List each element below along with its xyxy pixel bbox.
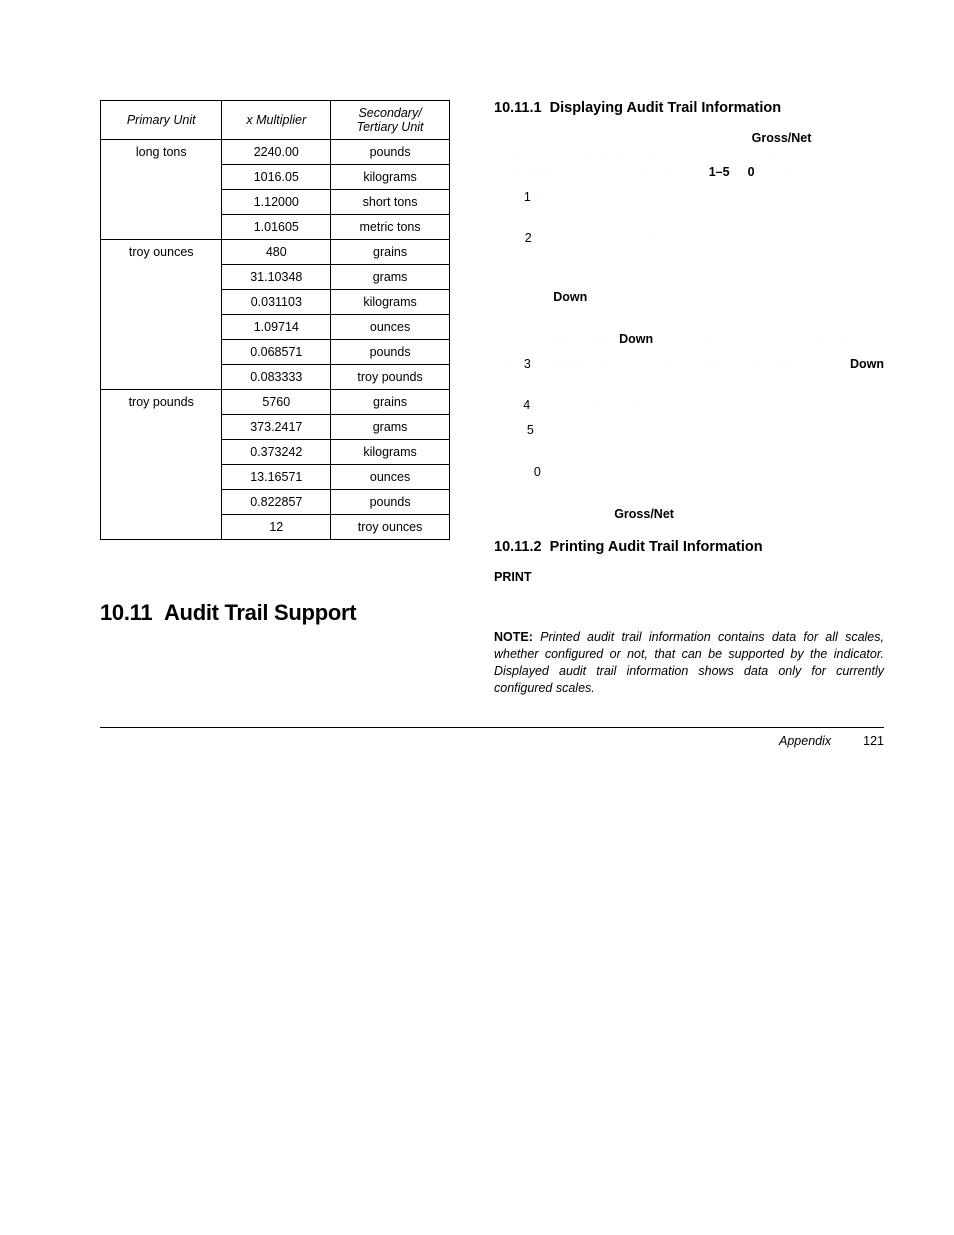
- page-footer: Appendix 121: [100, 727, 884, 748]
- multiplier-cell: 1016.05: [222, 165, 331, 190]
- multiplier-cell: 12: [222, 515, 331, 540]
- secondary-unit-cell: grains: [331, 240, 450, 265]
- two-column-layout: Primary Unit x Multiplier Secondary/ Ter…: [100, 100, 884, 697]
- secondary-unit-cell: troy pounds: [331, 365, 450, 390]
- step-1: Step 1: Legally relevant (LR) firmware v…: [494, 189, 884, 223]
- section-heading: 10.11 Audit Trail Support: [100, 600, 450, 626]
- step-3: Step 3: Configuration count and the date…: [494, 356, 884, 390]
- multiplier-cell: 480: [222, 240, 331, 265]
- multiplier-cell: 13.16571: [222, 465, 331, 490]
- num-1: 1: [524, 190, 531, 204]
- secondary-unit-cell: short tons: [331, 190, 450, 215]
- multiplier-cell: 0.083333: [222, 365, 331, 390]
- note-block: NOTE: Printed audit trail information co…: [494, 629, 884, 697]
- multiplier-cell: 1.12000: [222, 190, 331, 215]
- secondary-unit-cell: pounds: [331, 140, 450, 165]
- sub1-title: Displaying Audit Trail Information: [550, 100, 781, 116]
- down-key-3: Down: [850, 357, 884, 371]
- th-multiplier: x Multiplier: [222, 101, 331, 140]
- secondary-unit-cell: grams: [331, 265, 450, 290]
- footer-page-number: 121: [863, 734, 884, 748]
- print-key: PRINT: [494, 570, 532, 584]
- secondary-unit-cell: troy ounces: [331, 515, 450, 540]
- subsection-1-heading: 10.11.1 Displaying Audit Trail Informati…: [494, 100, 884, 116]
- primary-unit-cell: long tons: [101, 140, 222, 240]
- multiplier-cell: 0.031103: [222, 290, 331, 315]
- secondary-unit-cell: metric tons: [331, 215, 450, 240]
- step-0: Press 0 to select total scale informatio…: [494, 464, 884, 498]
- multiplier-cell: 0.822857: [222, 490, 331, 515]
- secondary-unit-cell: ounces: [331, 315, 450, 340]
- num-5: 5: [527, 423, 534, 437]
- gross-net-key: Gross/Net: [752, 131, 812, 145]
- th-primary: Primary Unit: [101, 101, 222, 140]
- section-number: 10.11: [100, 600, 152, 625]
- step-2: Step 2: Legally relevant calibration dat…: [494, 230, 884, 281]
- subsection-2-heading: 10.11.2 Printing Audit Trail Information: [494, 539, 884, 555]
- return-line: When finished, press Gross/Net to return…: [494, 506, 884, 523]
- th-secondary: Secondary/ Tertiary Unit: [331, 101, 450, 140]
- multiplier-cell: 5760: [222, 390, 331, 415]
- footer-appendix: Appendix: [779, 734, 831, 748]
- sub1-num: 10.11.1: [494, 100, 542, 116]
- num-0: 0: [534, 465, 541, 479]
- secondary-unit-cell: grains: [331, 390, 450, 415]
- zero-key: 0: [748, 165, 755, 179]
- sub2-num: 10.11.2: [494, 539, 542, 555]
- secondary-unit-cell: grams: [331, 415, 450, 440]
- down-key-2: Down: [619, 332, 653, 346]
- step-4: Step 4: Displays the weigh count for the…: [494, 397, 884, 414]
- multiplier-cell: 0.068571: [222, 340, 331, 365]
- page: Primary Unit x Multiplier Secondary/ Ter…: [0, 0, 954, 788]
- section-title: Audit Trail Support: [164, 600, 356, 625]
- step-5: Step 5: Number of times the current scal…: [494, 422, 884, 456]
- note-label: NOTE:: [494, 630, 533, 644]
- step-list-2: Step 3: Configuration count and the date…: [494, 356, 884, 498]
- conversion-table: Primary Unit x Multiplier Secondary/ Ter…: [100, 100, 450, 540]
- down-line-1: Press the Down arrow key to cycle throug…: [494, 289, 884, 323]
- multiplier-cell: 2240.00: [222, 140, 331, 165]
- sub2-title: Printing Audit Trail Information: [550, 539, 763, 555]
- down-key-1: Down: [553, 290, 587, 304]
- multiplier-cell: 31.10348: [222, 265, 331, 290]
- intro-para: To display audit trail information, pres…: [494, 130, 884, 181]
- multiplier-cell: 1.09714: [222, 315, 331, 340]
- print-para: PRINT the audit trail by pressing the ke…: [494, 569, 884, 620]
- step-list: Step 1: Legally relevant (LR) firmware v…: [494, 189, 884, 281]
- num-3: 3: [524, 357, 531, 371]
- secondary-unit-cell: kilograms: [331, 165, 450, 190]
- left-column: Primary Unit x Multiplier Secondary/ Ter…: [100, 100, 450, 697]
- primary-unit-cell: troy pounds: [101, 390, 222, 540]
- multiplier-cell: 1.01605: [222, 215, 331, 240]
- num-2: 2: [525, 231, 532, 245]
- range-1-5: 1–5: [709, 165, 730, 179]
- primary-unit-cell: troy ounces: [101, 240, 222, 390]
- secondary-unit-cell: pounds: [331, 490, 450, 515]
- secondary-unit-cell: kilograms: [331, 440, 450, 465]
- secondary-unit-cell: kilograms: [331, 290, 450, 315]
- gross-net-key-2: Gross/Net: [614, 507, 674, 521]
- down-line-2: Continue pressing the Down key to view t…: [494, 331, 884, 348]
- right-column: 10.11.1 Displaying Audit Trail Informati…: [494, 100, 884, 697]
- multiplier-cell: 0.373242: [222, 440, 331, 465]
- secondary-unit-cell: ounces: [331, 465, 450, 490]
- note-body: Printed audit trail information contains…: [494, 630, 884, 695]
- secondary-unit-cell: pounds: [331, 340, 450, 365]
- multiplier-cell: 373.2417: [222, 415, 331, 440]
